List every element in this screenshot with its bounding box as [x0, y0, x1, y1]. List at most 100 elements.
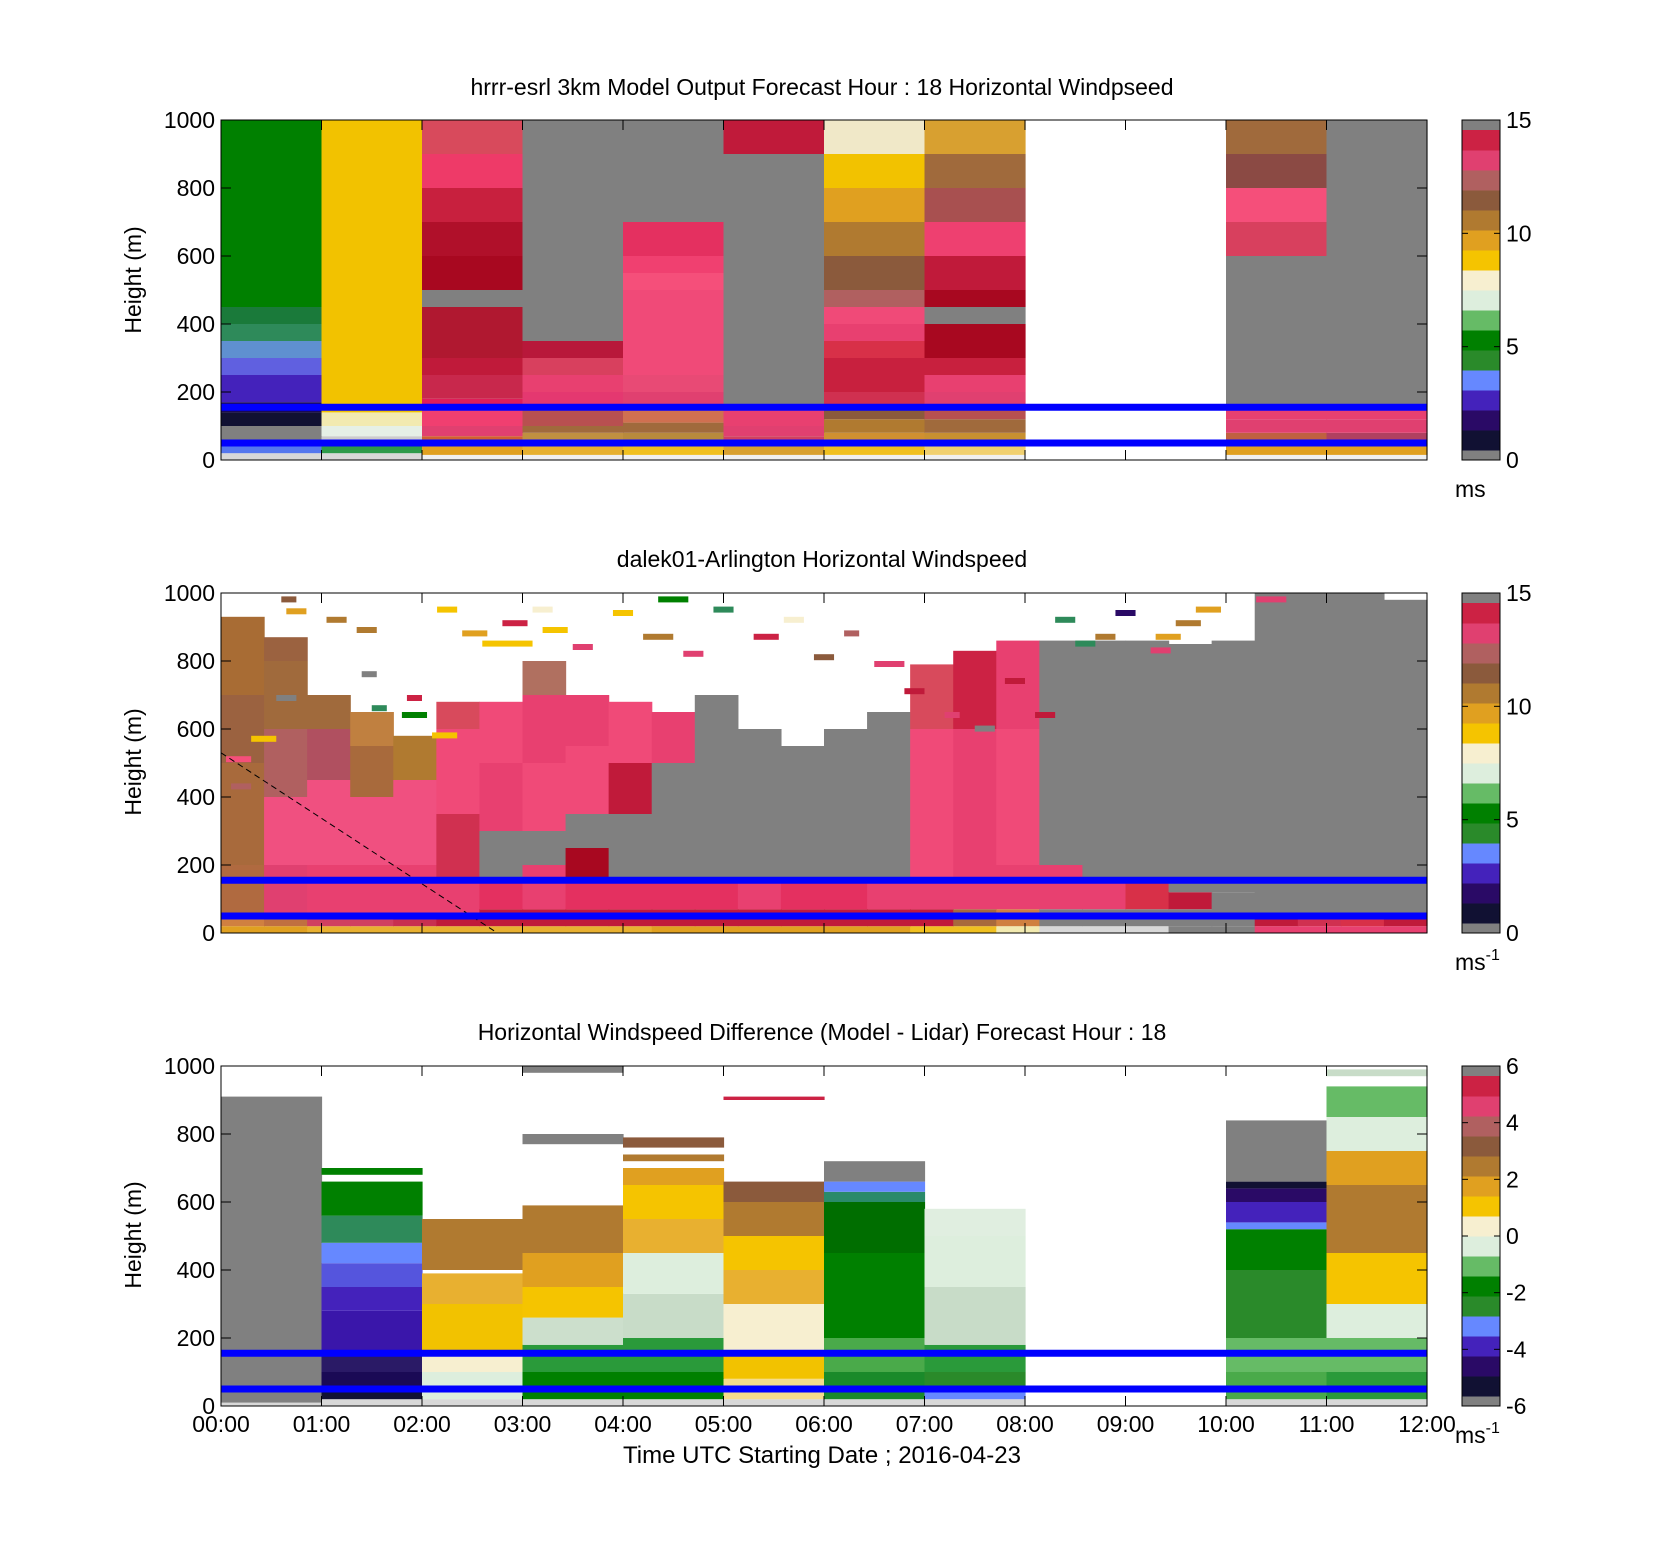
heatmap-cell	[1082, 640, 1127, 882]
colorbar-swatch	[1462, 783, 1500, 804]
colorbar-swatch	[1462, 1116, 1500, 1137]
heatmap-cell	[422, 256, 524, 290]
panel-2-colorbar: 0 5 10 15 ms-1	[1455, 580, 1532, 975]
y-tick-label: 600	[177, 243, 215, 269]
colorbar-tick-label: 6	[1506, 1053, 1519, 1079]
heatmap-streak	[281, 596, 297, 603]
heatmap-cell	[422, 1304, 524, 1352]
heatmap-cell	[924, 1372, 1026, 1386]
heatmap-cell	[623, 290, 725, 375]
colorbar-swatch	[1462, 803, 1500, 824]
heatmap-cell	[623, 1219, 725, 1253]
heatmap-streak	[658, 596, 689, 603]
x-tick-label: 02:00	[393, 1411, 451, 1437]
heatmap-cell	[824, 446, 926, 455]
heatmap-cell	[824, 1191, 926, 1202]
heatmap-cell	[221, 307, 323, 324]
heatmap-streak	[406, 695, 422, 701]
heatmap-cell	[422, 409, 524, 426]
panel-1-title: hrrr-esrl 3km Model Output Forecast Hour…	[470, 74, 1173, 100]
colorbar-swatch	[1462, 1216, 1500, 1237]
heatmap-streak	[944, 712, 960, 718]
heatmap-cell	[623, 1168, 725, 1185]
heatmap-cell	[321, 1181, 423, 1216]
heatmap-cell	[996, 926, 1040, 933]
colorbar-frame	[1461, 592, 1501, 934]
heatmap-streak	[1175, 620, 1201, 627]
heatmap-cell	[1226, 222, 1328, 256]
heatmap-cell	[824, 358, 926, 392]
heatmap-streak	[904, 688, 925, 695]
heatmap-cell	[623, 1253, 725, 1294]
heatmap-cell	[1383, 926, 1428, 933]
heatmap-cell	[824, 1253, 926, 1338]
heatmap-streak	[437, 606, 458, 613]
panel-2-title: dalek01-Arlington Horizontal Windspeed	[617, 546, 1027, 572]
x-tick-label: 11:00	[1299, 1411, 1355, 1437]
x-axis-label: Time UTC Starting Date ; 2016-04-23	[623, 1442, 1021, 1469]
heatmap-cell	[1226, 256, 1328, 409]
colorbar-swatch	[1462, 330, 1500, 351]
heatmap-cell	[953, 729, 997, 882]
panel-3-windspeed-difference: Horizontal Windspeed Difference (Model -…	[120, 1019, 1527, 1448]
colorbar-swatch	[1462, 250, 1500, 271]
heatmap-streak	[1150, 647, 1171, 654]
colorbar-missing-swatch	[1462, 593, 1500, 603]
heatmap-cell	[1226, 1188, 1328, 1202]
y-tick-label: 600	[177, 1189, 215, 1215]
heatmap-cell	[522, 926, 567, 933]
heatmap-cell	[1383, 919, 1428, 927]
heatmap-cell	[723, 120, 825, 154]
heatmap-cell	[422, 222, 524, 256]
heatmap-cell	[723, 1399, 825, 1406]
heatmap-cell	[723, 1202, 825, 1236]
heatmap-cell	[522, 454, 624, 460]
heatmap-cell	[321, 453, 423, 460]
colorbar-swatch	[1462, 863, 1500, 884]
heatmap-cell	[422, 290, 524, 307]
heatmap-cell	[436, 926, 481, 933]
heatmap-cell	[623, 422, 725, 433]
heatmap-cell	[422, 154, 524, 188]
colorbar-swatch	[1462, 1336, 1500, 1357]
heatmap-cell	[623, 273, 725, 290]
x-tick-label: 07:00	[896, 1411, 954, 1437]
heatmap-cell	[924, 154, 1026, 188]
heatmap-cell	[522, 763, 567, 831]
heatmap-cell	[824, 120, 926, 154]
heatmap-cell	[321, 412, 423, 426]
heatmap-cell	[221, 763, 265, 865]
panel-1-model-windspeed: hrrr-esrl 3km Model Output Forecast Hour…	[120, 74, 1532, 502]
y-tick-label: 0	[202, 447, 215, 473]
heatmap-cell	[1297, 919, 1342, 927]
heatmap-cell	[824, 392, 926, 406]
heatmap-cell	[924, 324, 1026, 358]
heatmap-cell	[422, 375, 524, 399]
heatmap-cell	[1326, 446, 1428, 455]
heatmap-cell	[824, 324, 926, 341]
heatmap-cell	[953, 926, 997, 933]
colorbar-swatch	[1462, 410, 1500, 431]
colorbar-tick-label: -4	[1506, 1336, 1527, 1362]
heatmap-cell	[522, 426, 624, 433]
heatmap-cell	[924, 1236, 1026, 1287]
heatmap-cell	[221, 616, 265, 695]
heatmap-streak	[371, 705, 387, 712]
heatmap-cell	[1254, 593, 1299, 920]
colorbar-swatch	[1462, 1136, 1500, 1157]
y-tick-label: 400	[177, 1257, 215, 1283]
heatmap-streak	[1115, 610, 1136, 616]
heatmap-cell	[393, 735, 437, 780]
heatmap-streak	[462, 630, 488, 637]
x-tick-label: 09:00	[1097, 1411, 1155, 1437]
heatmap-cell	[623, 256, 725, 273]
y-tick-label: 600	[177, 716, 215, 742]
heatmap-cell	[1211, 640, 1256, 893]
heatmap-cell	[1226, 1181, 1328, 1189]
heatmap-cell	[1211, 892, 1256, 927]
heatmap-cell	[953, 650, 997, 729]
heatmap-cell	[1326, 1185, 1428, 1253]
y-tick-label: 800	[177, 1121, 215, 1147]
heatmap-cell	[393, 926, 437, 933]
